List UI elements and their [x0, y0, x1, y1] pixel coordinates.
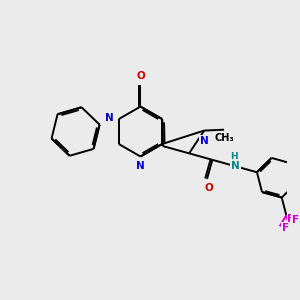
Text: N: N [105, 112, 114, 123]
Text: O: O [204, 183, 213, 193]
Text: CH₃: CH₃ [214, 133, 234, 143]
Text: N: N [136, 161, 145, 171]
Text: N: N [231, 161, 240, 171]
Text: F: F [282, 223, 289, 233]
Text: F: F [292, 215, 299, 225]
Text: F: F [287, 214, 295, 224]
Text: O: O [136, 71, 145, 81]
Text: H: H [230, 152, 238, 161]
Text: N: N [200, 136, 208, 146]
